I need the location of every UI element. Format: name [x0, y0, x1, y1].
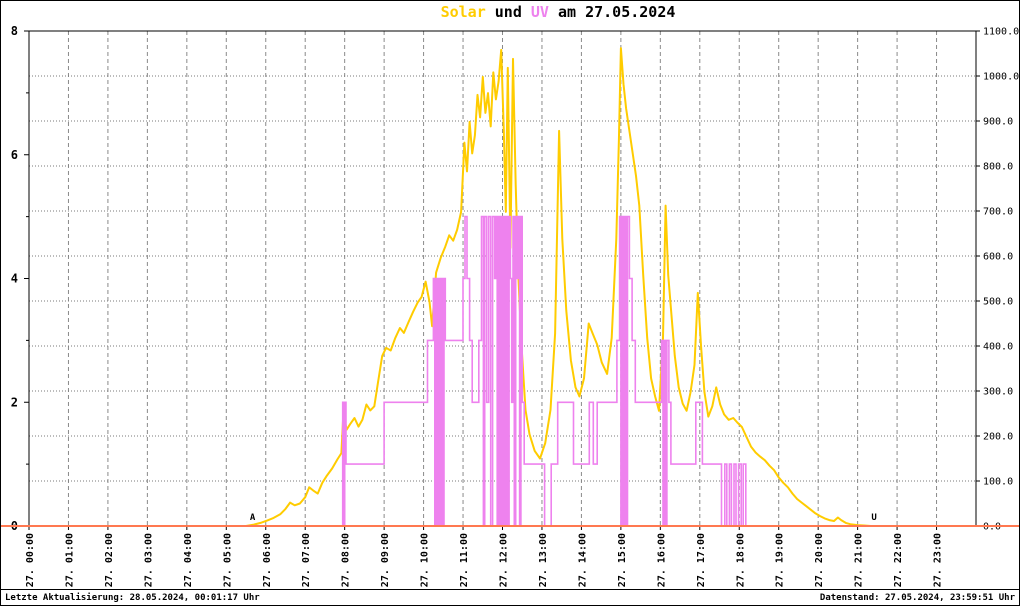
sunrise-marker: A [250, 513, 256, 523]
y-right-tick-label: 500.0 [983, 297, 1013, 308]
x-tick-label: 27. 06:00 [262, 533, 273, 587]
x-tick-label: 27. 11:00 [459, 533, 470, 587]
x-tick-label: 27. 02:00 [104, 533, 115, 587]
solar-series-line [28, 47, 977, 527]
x-tick-label: 27. 15:00 [617, 533, 628, 587]
y-right-tick-label: 1100.0 [983, 27, 1019, 38]
data-timestamp-text: Datenstand: 27.05.2024, 23:59:51 Uhr [819, 592, 1015, 603]
title-conjunction: und [485, 3, 531, 21]
y-left-tick-label: 6 [11, 148, 18, 162]
x-tick-label: 27. 19:00 [775, 533, 786, 587]
y-right-tick-label: 100.0 [983, 477, 1013, 488]
y-axis-right: 1100.0 1000.0 900.0 800.0 700.0 600.0 500.0 400… [976, 27, 1019, 533]
x-tick-label: 27. 22:00 [893, 533, 904, 587]
x-tick-label: 27. 08:00 [341, 533, 352, 587]
y-right-tick-label: 1000.0 [983, 72, 1019, 83]
y-right-tick-label: 900.0 [983, 117, 1013, 128]
x-tick-label: 27. 01:00 [64, 533, 75, 587]
x-tick-label: 27. 00:00 [25, 533, 36, 587]
solar-uv-chart: 864201100.01000.0900.0800.0700.0600.0500… [1, 24, 1019, 587]
x-axis: 27. 00:00 27. 01:00 27. 02:00 27. 03:00 27. … [25, 526, 944, 587]
x-tick-label: 27. 20:00 [814, 533, 825, 587]
title-solar-label: Solar [440, 3, 486, 21]
x-tick-label: 27. 17:00 [696, 533, 707, 587]
y-right-tick-label: 400.0 [983, 342, 1013, 353]
y-right-tick-label: 300.0 [983, 387, 1013, 398]
y-right-tick-label: 700.0 [983, 207, 1013, 218]
x-tick-label: 27. 12:00 [499, 533, 510, 587]
x-tick-label: 27. 04:00 [183, 533, 194, 587]
y-right-tick-label: 800.0 [983, 162, 1013, 173]
chart-title-text: Solar und UV am 27.05.2024 [441, 3, 676, 21]
x-tick-label: 27. 09:00 [380, 533, 391, 587]
x-tick-label: 27. 07:00 [301, 533, 312, 587]
x-tick-label: 27. 16:00 [656, 533, 667, 587]
x-tick-label: 27. 18:00 [735, 533, 746, 587]
y-left-tick-label: 4 [11, 272, 18, 286]
title-date: am 27.05.2024 [548, 3, 676, 21]
y-axis-left: 86420 [11, 24, 29, 533]
x-tick-label: 27. 23:00 [933, 533, 944, 587]
x-tick-label: 27. 05:00 [222, 533, 233, 587]
uv-series-line [29, 215, 976, 527]
title-uv-label: UV [530, 3, 549, 21]
y-right-tick-label: 600.0 [983, 252, 1013, 263]
y-left-tick-label: 2 [11, 395, 18, 409]
y-left-tick-label: 8 [11, 24, 18, 38]
last-update-text: Letzte Aktualisierung: 28.05.2024, 00:01… [5, 592, 260, 603]
sunset-marker: U [871, 513, 876, 523]
footer-bar: Letzte Aktualisierung: 28.05.2024, 00:01… [1, 589, 1019, 605]
x-tick-label: 27. 03:00 [143, 533, 154, 587]
chart-title: Solar und UV am 27.05.2024 [1, 3, 1019, 21]
x-tick-label: 27. 14:00 [577, 533, 588, 587]
x-tick-label: 27. 21:00 [854, 533, 865, 587]
grid-horizontal [29, 75, 976, 482]
y-right-tick-label: 200.0 [983, 432, 1013, 443]
x-tick-label: 27. 13:00 [538, 533, 549, 587]
x-tick-label: 27. 10:00 [420, 533, 431, 587]
